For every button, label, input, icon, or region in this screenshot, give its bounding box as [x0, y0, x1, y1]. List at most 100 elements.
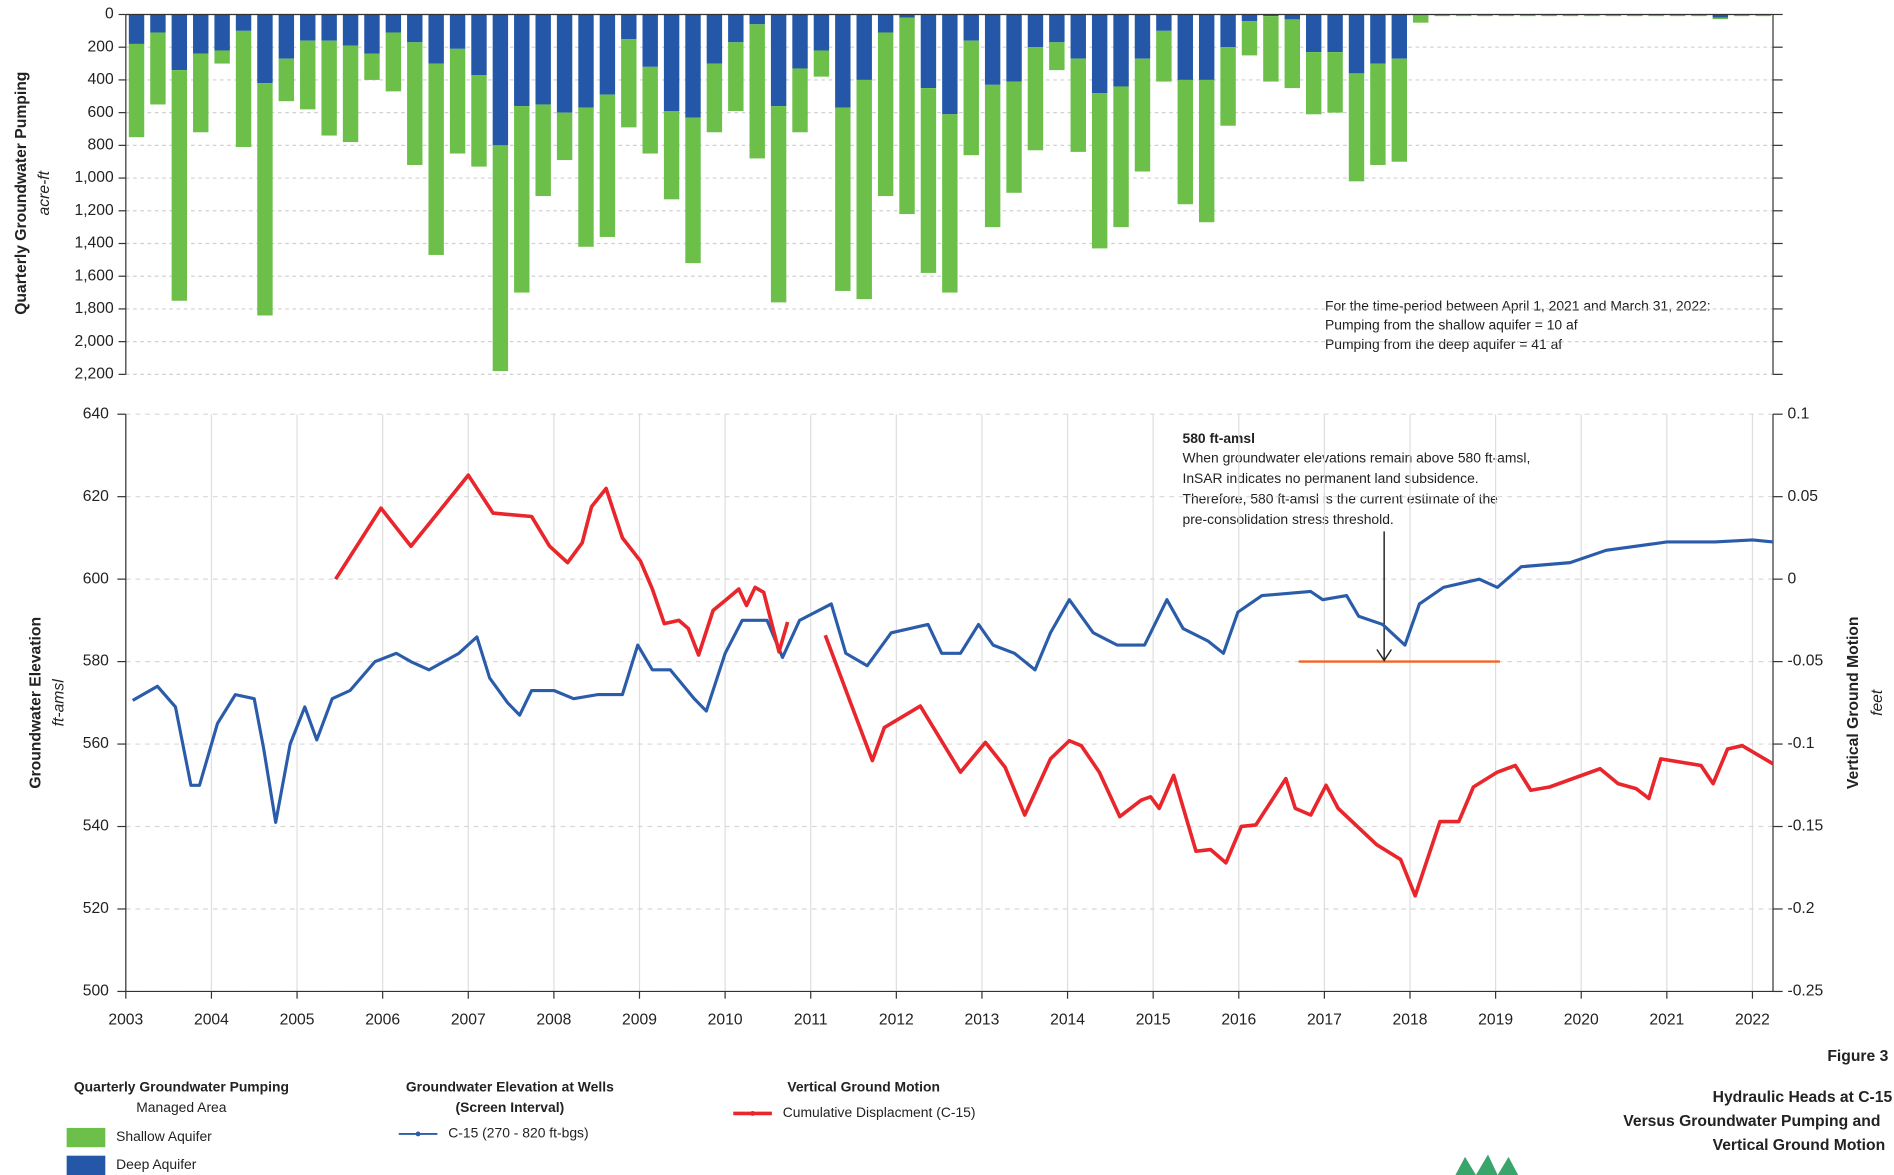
bar: [492, 145, 509, 372]
bar: [1070, 58, 1086, 152]
bar: [1284, 14, 1300, 20]
bar: [835, 107, 851, 291]
y-tick-label: 1,000: [74, 169, 114, 186]
x-tick-label: 2011: [794, 1012, 828, 1029]
bar: [1541, 14, 1557, 17]
bar: [556, 112, 573, 161]
bar: [1391, 58, 1408, 162]
bar: [235, 14, 252, 31]
bar: [899, 17, 915, 215]
x-tick-label: 2021: [1649, 1012, 1684, 1029]
bar: [770, 14, 787, 107]
bar: [235, 30, 252, 147]
bar: [856, 79, 872, 300]
bar: [621, 14, 637, 40]
bar: [1220, 14, 1236, 48]
bar: [449, 14, 466, 49]
bar: [578, 14, 594, 108]
figure-title: Hydraulic Heads at C-15: [1713, 1089, 1893, 1106]
bar: [1669, 14, 1686, 17]
bar: [257, 83, 273, 316]
bar: [1712, 17, 1729, 20]
legend-title: Groundwater Elevation at Wells: [406, 1079, 614, 1095]
bar: [1027, 47, 1044, 151]
bar: [1156, 30, 1172, 82]
bar: [1091, 14, 1108, 94]
annotation-arrowhead: [1376, 649, 1393, 662]
x-tick-label: 2008: [536, 1012, 571, 1029]
figure-title: Vertical Ground Motion: [1713, 1137, 1886, 1154]
bar: [556, 14, 573, 113]
bar: [1027, 14, 1044, 48]
bar: [835, 14, 851, 108]
bar: [942, 114, 958, 293]
bar: [1241, 14, 1258, 22]
bar: [385, 14, 402, 33]
x-tick-label: 2015: [1136, 1012, 1171, 1029]
bar: [1134, 58, 1151, 172]
y-tick-label: 800: [88, 136, 114, 153]
y-tick-label: 560: [83, 735, 109, 752]
bar: [342, 45, 359, 143]
x-tick-label: 2013: [964, 1012, 999, 1029]
x-tick-label: 2016: [1221, 1012, 1256, 1029]
bar: [193, 14, 209, 54]
bar: [535, 104, 551, 197]
bar: [385, 32, 402, 92]
bar: [128, 14, 145, 44]
y-tick-label: 520: [83, 900, 109, 917]
bar: [1263, 16, 1279, 82]
bar: [920, 88, 937, 273]
bar: [1391, 14, 1408, 59]
bar: [128, 43, 145, 138]
x-tick-label: 2004: [194, 1012, 229, 1029]
bar: [1327, 52, 1343, 113]
bar: [1006, 14, 1022, 82]
bar: [1562, 14, 1579, 17]
annotation-text: When groundwater elevations remain above…: [1182, 450, 1530, 466]
y2-tick-label: -0.1: [1787, 735, 1814, 752]
bar: [1627, 14, 1643, 17]
bar: [984, 14, 1001, 85]
bar: [877, 14, 894, 33]
x-tick-label: 2009: [622, 1012, 657, 1029]
y-tick-label: 1,200: [74, 202, 114, 219]
figure-title: Versus Groundwater Pumping and: [1623, 1113, 1880, 1130]
bar: [642, 66, 658, 154]
bar: [1348, 73, 1365, 182]
x-tick-label: 2006: [365, 1012, 400, 1029]
bar: [407, 42, 423, 165]
bar: [792, 68, 808, 133]
y2-tick-label: 0: [1787, 570, 1796, 587]
bar: [364, 14, 380, 54]
x-tick-label: 2005: [280, 1012, 315, 1029]
bar: [1413, 14, 1429, 23]
annotation-text: pre-consolidation stress threshold.: [1182, 511, 1393, 527]
x-tick-label: 2022: [1735, 1012, 1770, 1029]
bar: [1691, 14, 1707, 17]
bar: [1455, 14, 1472, 17]
legend-label: Shallow Aquifer: [116, 1128, 212, 1144]
x-tick-label: 2020: [1564, 1012, 1599, 1029]
bar: [193, 53, 209, 133]
note: Pumping from the deep aquifer = 41 af: [1325, 336, 1562, 352]
bar: [471, 14, 487, 76]
bar: [877, 32, 894, 197]
bar: [1134, 14, 1151, 59]
bar: [813, 14, 830, 51]
legend-swatch: [66, 1127, 106, 1148]
bar: [214, 14, 230, 51]
bar: [449, 48, 466, 154]
bar: [300, 40, 316, 110]
bar: [278, 14, 295, 59]
y-axis-title: Groundwater Elevation: [28, 617, 45, 789]
bar: [1070, 14, 1086, 59]
bar: [428, 14, 444, 64]
bar: [963, 14, 979, 41]
bar: [728, 14, 744, 43]
legend-swatch: [750, 1110, 755, 1116]
legend-title: Quarterly Groundwater Pumping: [74, 1079, 289, 1095]
y2-tick-label: 0.1: [1787, 405, 1809, 422]
